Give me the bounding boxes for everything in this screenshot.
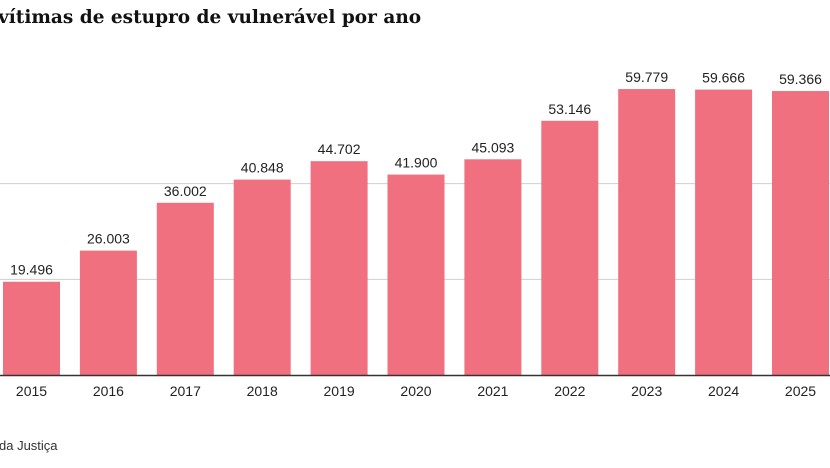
chart-source: da Justiça xyxy=(0,438,58,453)
x-tick-label: 2019 xyxy=(324,383,355,399)
data-label: 45.093 xyxy=(471,139,514,155)
x-tick-label: 2021 xyxy=(477,383,508,399)
x-tick-label: 2017 xyxy=(170,383,201,399)
data-label: 44.702 xyxy=(318,141,361,157)
bar xyxy=(156,202,214,375)
x-tick-label: 2015 xyxy=(16,383,47,399)
bar xyxy=(387,174,445,375)
data-label: 59.366 xyxy=(779,71,822,87)
bar xyxy=(541,120,599,375)
chart-title: vítimas de estupro de vulnerável por ano xyxy=(0,7,422,28)
x-tick-label: 2025 xyxy=(785,383,816,399)
bar xyxy=(464,159,522,375)
data-label: 36.002 xyxy=(164,183,207,199)
data-label: 40.848 xyxy=(241,160,284,176)
x-tick-label: 2018 xyxy=(247,383,278,399)
data-label: 53.146 xyxy=(548,101,591,117)
bar xyxy=(79,250,137,375)
bar xyxy=(695,89,753,376)
x-tick-label: 2016 xyxy=(93,383,124,399)
bar xyxy=(3,281,60,375)
bar xyxy=(772,91,829,376)
bar xyxy=(310,161,368,375)
bar xyxy=(618,89,676,375)
x-tick-label: 2023 xyxy=(631,383,662,399)
data-label: 41.900 xyxy=(395,155,438,171)
x-tick-label: 2022 xyxy=(554,383,585,399)
x-tick-label: 2020 xyxy=(400,383,431,399)
data-label: 19.496 xyxy=(10,262,53,278)
data-label: 59.779 xyxy=(625,69,668,85)
data-label: 59.666 xyxy=(702,70,745,86)
bar xyxy=(233,179,291,375)
data-label: 26.003 xyxy=(87,231,130,247)
x-tick-label: 2024 xyxy=(708,383,739,399)
